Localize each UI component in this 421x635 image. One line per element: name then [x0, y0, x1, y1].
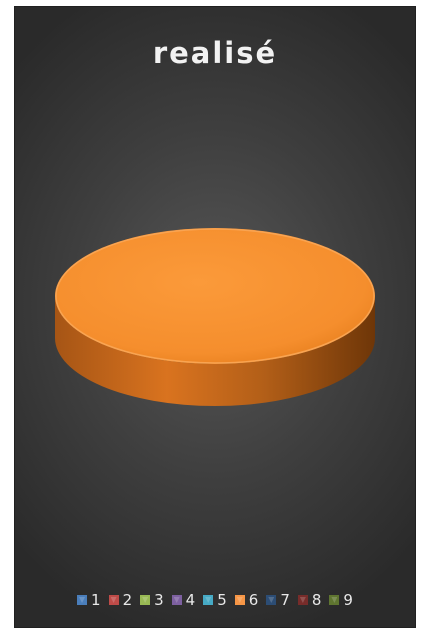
legend-label: 2	[122, 591, 133, 609]
legend-label: 7	[280, 591, 290, 609]
legend-item-8: 8	[297, 591, 322, 609]
chart-legend: 1 2 3 4 5 6 7 8 9	[14, 591, 416, 609]
legend-item-6: 6	[234, 591, 259, 609]
legend-item-2: 2	[108, 591, 133, 609]
legend-label: 5	[217, 591, 227, 609]
legend-item-7: 7	[266, 591, 290, 609]
pie-chart	[55, 228, 375, 406]
legend-swatch	[329, 595, 340, 605]
legend-item-3: 3	[140, 591, 164, 609]
legend-label: 8	[311, 591, 322, 609]
pie-slice-6-side	[55, 296, 375, 406]
legend-item-1: 1	[77, 591, 101, 609]
legend-swatch	[234, 595, 245, 605]
legend-label: 9	[343, 591, 353, 609]
legend-item-9: 9	[329, 591, 353, 609]
legend-item-4: 4	[171, 591, 196, 609]
pie-slice-6	[55, 228, 375, 364]
chart-area: realisé 1 2 3 4 5 6 7 8 9	[14, 6, 416, 628]
legend-label: 6	[248, 591, 259, 609]
legend-label: 4	[185, 591, 196, 609]
legend-swatch	[108, 595, 119, 605]
legend-item-5: 5	[203, 591, 227, 609]
pie-slice-rim	[55, 228, 375, 364]
chart-title: realisé	[152, 36, 278, 70]
legend-swatch	[203, 595, 214, 605]
legend-swatch	[297, 595, 308, 605]
legend-swatch	[140, 595, 151, 605]
legend-label: 1	[91, 591, 101, 609]
legend-label: 3	[154, 591, 164, 609]
legend-swatch	[171, 595, 182, 605]
legend-swatch	[77, 595, 88, 605]
legend-swatch	[266, 595, 277, 605]
